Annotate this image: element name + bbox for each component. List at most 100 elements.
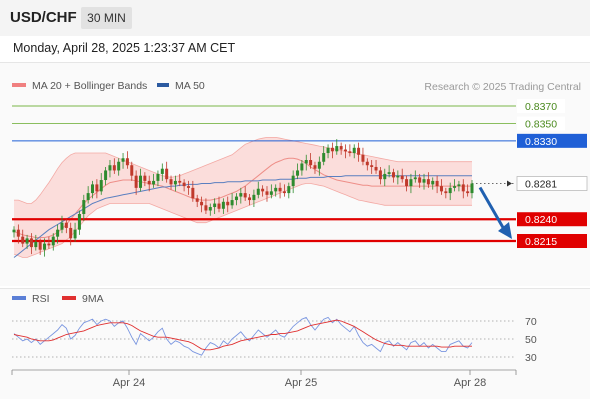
candle-body (453, 186, 457, 188)
candle-body (60, 222, 64, 230)
candle-body (348, 151, 352, 154)
candle-body (296, 170, 300, 176)
candle-body (431, 180, 435, 185)
legend-rsi: RSI (12, 293, 50, 305)
price-tag-bg (517, 99, 565, 113)
candle-body (243, 193, 247, 198)
candle-body (317, 161, 321, 169)
price-tag-bg (517, 116, 565, 131)
candle-body (173, 180, 177, 185)
candle-body (200, 201, 204, 206)
candle-body (444, 191, 448, 194)
candle-body (330, 147, 334, 152)
candle-body (191, 187, 195, 199)
price-tag-resistance: 0.8370 (517, 99, 565, 113)
candle-body (409, 179, 413, 187)
price-tag-support: 0.8240 (517, 212, 587, 227)
candle-body (38, 241, 42, 250)
candle-body (43, 243, 47, 250)
candle-body (130, 165, 134, 176)
legend-ma20-label: MA 20 + Bollinger Bands (32, 80, 148, 92)
candle-body (256, 188, 260, 195)
timeframe-button[interactable]: 30 MIN (81, 7, 132, 29)
bollinger-band-fill (14, 137, 472, 258)
candle-body (357, 147, 361, 155)
rsi-tick-label: 30 (525, 352, 537, 364)
candle-body (29, 238, 33, 248)
rsi-9ma-line (13, 319, 472, 351)
candle-body (422, 179, 426, 183)
candle-body (282, 191, 286, 194)
forecast-arrowhead (498, 222, 512, 239)
candle-body (112, 165, 116, 171)
price-tag-label: 0.8370 (525, 101, 557, 113)
price-tag-label: 0.8240 (525, 214, 557, 226)
candle-body (261, 188, 265, 192)
candle-body (322, 153, 326, 162)
candle-body (335, 146, 339, 152)
bollinger-lower-line (13, 183, 472, 258)
price-tag-label: 0.8330 (525, 136, 557, 148)
candle-body (91, 184, 95, 194)
candle-body (108, 165, 112, 171)
candle-body (82, 200, 86, 214)
candle-body (213, 203, 217, 208)
candle-body (418, 177, 422, 183)
price-tag-pivot: 0.8330 (517, 133, 587, 148)
candle-body (291, 175, 295, 187)
candle-body (160, 168, 164, 174)
legend-ma20-swatch (12, 83, 26, 88)
candle-body (69, 227, 73, 239)
candle-body (265, 191, 269, 195)
candle-body (239, 193, 243, 197)
legend-ma50-label: MA 50 (175, 80, 205, 92)
candle-body (278, 187, 282, 192)
candle-body (405, 179, 409, 187)
candle-body (234, 196, 238, 201)
candle-body (152, 180, 156, 185)
last-price-marker (507, 180, 512, 187)
candle-body (269, 191, 273, 195)
candle-body (73, 229, 77, 239)
candle-body (230, 200, 234, 206)
ma20-line (13, 157, 472, 238)
price-tag-resistance: 0.8350 (517, 116, 565, 131)
credit-text: Research © 2025 Trading Central (424, 81, 581, 93)
candle-body (47, 243, 51, 246)
price-tag-label: 0.8281 (525, 179, 557, 191)
candle-body (309, 160, 313, 166)
candle-body (378, 170, 382, 180)
symbol-label: USD/CHF (10, 9, 77, 26)
bollinger-upper-line (14, 137, 472, 204)
candle-body (326, 147, 330, 154)
candle-body (313, 165, 317, 169)
candle-body (51, 236, 55, 246)
candle-body (182, 182, 186, 187)
candle-body (165, 168, 169, 180)
candle-body (56, 229, 60, 237)
candle-body (461, 184, 465, 192)
legend-9ma-label: 9MA (82, 293, 104, 305)
legend-9ma-swatch (62, 296, 76, 301)
candle-body (204, 205, 208, 211)
candle-body (217, 203, 221, 209)
candle-body (208, 207, 212, 211)
candle-body (413, 177, 417, 180)
price-tag-label: 0.8215 (525, 236, 557, 248)
price-tag-bg (517, 212, 587, 227)
candle-body (300, 163, 304, 171)
candle-body (387, 172, 391, 174)
candle-body (138, 175, 142, 188)
rsi-tick-label: 70 (525, 316, 537, 328)
candle-body (226, 201, 230, 206)
candle-body (287, 186, 291, 194)
candle-body (339, 146, 343, 150)
candle-body (365, 161, 369, 166)
candle-body (147, 180, 151, 185)
candle-body (426, 179, 430, 185)
candle-body (117, 161, 121, 171)
forecast-arrow-line (478, 186, 507, 232)
legend-ma50-swatch (157, 83, 169, 88)
candle-body (186, 186, 190, 188)
